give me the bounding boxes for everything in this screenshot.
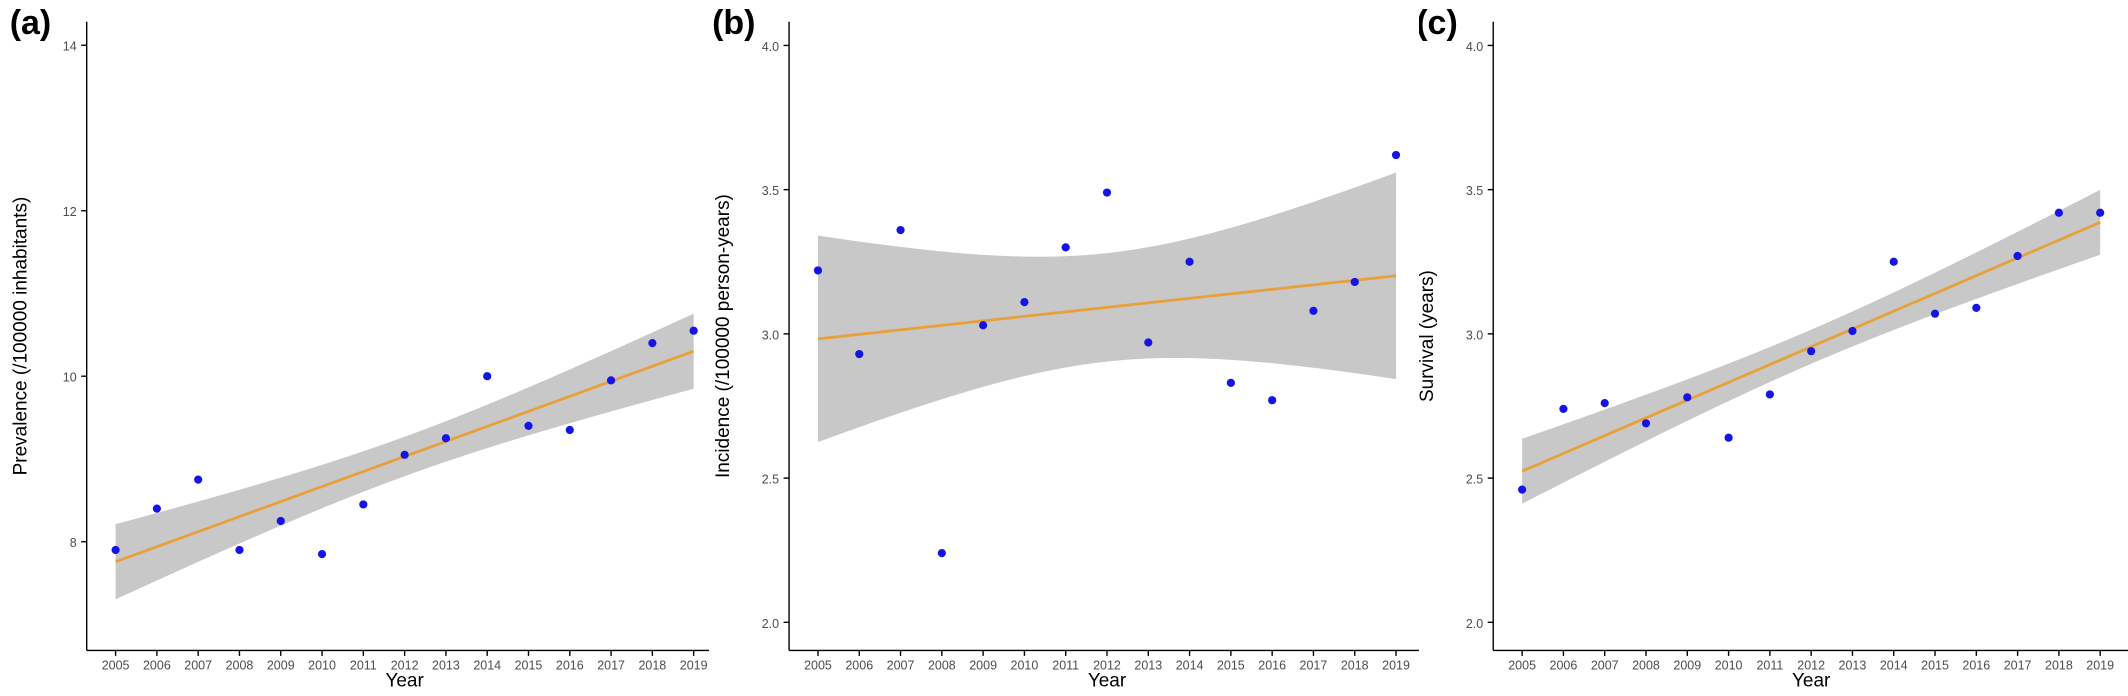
svg-text:Year: Year [385,671,423,691]
svg-text:2018: 2018 [1341,659,1369,673]
svg-text:2018: 2018 [638,659,666,673]
svg-text:2017: 2017 [1300,659,1328,673]
svg-text:2014: 2014 [1176,659,1204,673]
svg-text:2015: 2015 [1921,659,1949,673]
svg-text:3.0: 3.0 [1466,328,1483,342]
svg-text:Survival (years): Survival (years) [1419,270,1438,402]
svg-text:2016: 2016 [556,659,584,673]
svg-text:Year: Year [1792,671,1830,691]
svg-text:2009: 2009 [267,659,295,673]
svg-text:2.5: 2.5 [762,473,779,487]
svg-text:2016: 2016 [1962,659,1990,673]
svg-text:(a): (a) [10,4,52,42]
svg-text:Prevalence (/100000 inhabitant: Prevalence (/100000 inhabitants) [11,197,32,476]
svg-text:(c): (c) [1419,4,1458,42]
svg-text:2.0: 2.0 [1466,617,1483,631]
svg-text:12: 12 [63,205,77,219]
svg-text:Year: Year [1088,671,1126,691]
svg-text:2008: 2008 [226,659,254,673]
svg-text:2009: 2009 [970,659,998,673]
svg-text:2015: 2015 [1217,659,1245,673]
svg-text:2015: 2015 [515,659,543,673]
svg-text:4.0: 4.0 [1466,40,1483,54]
svg-text:2013: 2013 [432,659,460,673]
svg-text:2019: 2019 [680,659,708,673]
svg-text:2010: 2010 [1714,659,1742,673]
svg-text:8: 8 [70,536,77,550]
svg-text:2019: 2019 [1382,659,1410,673]
svg-text:2006: 2006 [846,659,874,673]
svg-text:2006: 2006 [1549,659,1577,673]
svg-text:2013: 2013 [1135,659,1163,673]
svg-text:3.0: 3.0 [762,328,779,342]
svg-text:3.5: 3.5 [1466,184,1483,198]
svg-text:3.5: 3.5 [762,184,779,198]
svg-text:2005: 2005 [1508,659,1536,673]
svg-text:2011: 2011 [1756,659,1783,673]
svg-text:2.5: 2.5 [1466,473,1483,487]
svg-text:2010: 2010 [308,659,336,673]
svg-text:2007: 2007 [184,659,212,673]
svg-text:2017: 2017 [597,659,625,673]
svg-text:2014: 2014 [1880,659,1908,673]
svg-text:2016: 2016 [1259,659,1287,673]
svg-text:2017: 2017 [2003,659,2031,673]
svg-text:14: 14 [63,40,77,54]
svg-text:2006: 2006 [143,659,171,673]
svg-text:2011: 2011 [1053,659,1080,673]
svg-text:2010: 2010 [1011,659,1039,673]
svg-text:2.0: 2.0 [762,617,779,631]
svg-text:2005: 2005 [804,659,832,673]
svg-text:4.0: 4.0 [762,40,779,54]
svg-text:2014: 2014 [473,659,501,673]
svg-text:2008: 2008 [928,659,956,673]
svg-text:2011: 2011 [350,659,377,673]
svg-text:2009: 2009 [1673,659,1701,673]
svg-text:2005: 2005 [102,659,130,673]
svg-text:2007: 2007 [887,659,915,673]
svg-text:2008: 2008 [1632,659,1660,673]
svg-text:Incidence (/100000 person-year: Incidence (/100000 person-years) [713,194,734,478]
svg-text:2013: 2013 [1838,659,1866,673]
svg-text:(b): (b) [712,4,755,42]
svg-text:2018: 2018 [2045,659,2073,673]
svg-text:10: 10 [63,371,77,385]
svg-text:2007: 2007 [1590,659,1618,673]
svg-text:2019: 2019 [2086,659,2114,673]
